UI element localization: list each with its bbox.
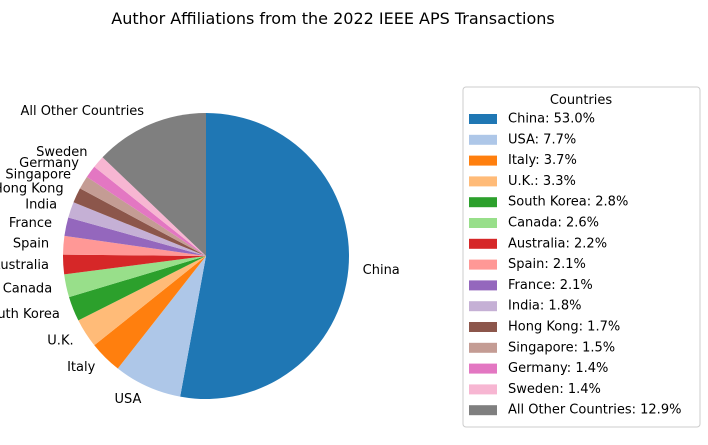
legend-label: All Other Countries: 12.9% bbox=[508, 403, 681, 418]
slice-label: South Korea bbox=[0, 307, 60, 322]
slice-label: Italy bbox=[67, 360, 96, 375]
slice-label: Germany bbox=[19, 156, 79, 171]
legend-swatch bbox=[469, 384, 497, 395]
pie-slice bbox=[64, 256, 206, 298]
legend-swatch bbox=[469, 238, 497, 249]
legend-swatch bbox=[469, 176, 497, 187]
slice-label: USA bbox=[114, 392, 141, 407]
legend-swatch bbox=[469, 405, 497, 416]
slice-label: Spain bbox=[13, 237, 49, 252]
legend-swatch bbox=[469, 280, 497, 291]
legend-label: India: 1.8% bbox=[508, 299, 581, 314]
pie-slice bbox=[78, 256, 206, 346]
legend-label: U.K.: 3.3% bbox=[508, 174, 576, 189]
chart-title: Author Affiliations from the 2022 IEEE A… bbox=[111, 9, 554, 28]
legend-swatch bbox=[469, 301, 497, 312]
pie-slice bbox=[94, 157, 206, 256]
legend-label: Hong Kong: 1.7% bbox=[508, 320, 620, 335]
legend-swatch bbox=[469, 197, 497, 208]
legend-label: Singapore: 1.5% bbox=[508, 340, 615, 355]
slice-label: France bbox=[9, 216, 52, 231]
legend-label: Sweden: 1.4% bbox=[508, 382, 601, 397]
legend-label: Germany: 1.4% bbox=[508, 361, 608, 376]
pie-slice bbox=[86, 166, 206, 256]
slice-label: India bbox=[25, 198, 57, 213]
legend-swatch bbox=[469, 322, 497, 332]
pie-slice bbox=[117, 256, 206, 397]
slice-label: Canada bbox=[3, 281, 52, 296]
pie-slice bbox=[180, 113, 349, 399]
legend-label: South Korea: 2.8% bbox=[508, 195, 628, 210]
legend-swatch bbox=[469, 155, 497, 166]
legend-swatch bbox=[469, 259, 497, 270]
legend-swatch bbox=[469, 363, 497, 374]
slice-label: U.K. bbox=[47, 333, 73, 348]
legend-label: China: 53.0% bbox=[508, 112, 595, 127]
legend-swatch bbox=[469, 114, 497, 124]
legend-label: Canada: 2.6% bbox=[508, 216, 599, 231]
legend-items: China: 53.0% USA: 7.7% Italy: 3.7% U.K.: 3.… bbox=[469, 112, 681, 418]
pie-slice bbox=[63, 235, 207, 256]
slice-label: All Other Countries bbox=[20, 104, 144, 119]
pie-slice bbox=[94, 256, 206, 369]
slice-labels: China USA Italy U.K. South Korea Canada Austra… bbox=[0, 104, 400, 407]
pie-slice bbox=[102, 113, 206, 256]
legend-title: Countries bbox=[550, 93, 613, 108]
legend-swatch bbox=[469, 134, 497, 145]
slice-label: Hong Kong bbox=[0, 182, 64, 197]
legend-frame bbox=[462, 86, 701, 428]
legend-label: Australia: 2.2% bbox=[508, 236, 607, 251]
slice-label: Singapore bbox=[5, 168, 71, 183]
pie-slice bbox=[68, 202, 206, 256]
slice-label: Australia bbox=[0, 258, 49, 273]
pie-slice bbox=[69, 256, 207, 321]
pie-slice bbox=[63, 254, 206, 275]
legend: Countries China: 53.0% USA: 7.7% Italy: 3.… bbox=[462, 86, 701, 428]
slice-label: Sweden bbox=[36, 145, 87, 160]
legend-swatch bbox=[469, 342, 497, 353]
pie-slice bbox=[79, 176, 206, 256]
legend-label: Italy: 3.7% bbox=[508, 153, 577, 168]
slice-label: China bbox=[363, 263, 400, 278]
pie-slice bbox=[64, 217, 207, 256]
legend-label: USA: 7.7% bbox=[508, 132, 576, 147]
pie-slices bbox=[63, 113, 349, 399]
legend-label: Spain: 2.1% bbox=[508, 257, 586, 272]
legend-label: France: 2.1% bbox=[508, 278, 593, 293]
pie-slice bbox=[73, 188, 206, 256]
legend-swatch bbox=[469, 218, 497, 228]
